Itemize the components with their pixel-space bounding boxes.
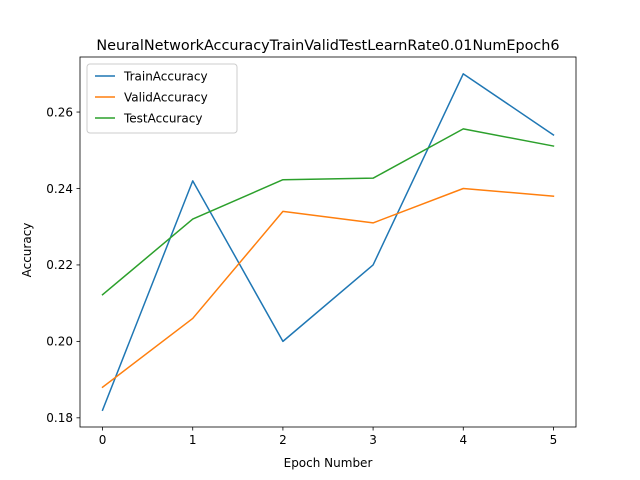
plot-area: [79, 56, 577, 428]
series-line-testaccuracy: [101, 128, 555, 296]
legend: TrainAccuracy ValidAccuracy TestAccuracy: [86, 63, 238, 134]
x-axis-label: Epoch Number: [284, 456, 373, 470]
x-tick-label: 1: [189, 433, 197, 447]
series-line-trainaccuracy: [101, 73, 555, 412]
x-tick-label: 3: [369, 433, 377, 447]
x-tick-label: 5: [550, 433, 558, 447]
y-tick-label: 0.26: [46, 105, 73, 119]
y-axis-label: Accuracy: [20, 223, 34, 278]
axis-ticks: 0 1 2 3 4 5 0.18 0.20 0.22 0.24 0.26: [46, 105, 557, 447]
x-tick-label: 4: [459, 433, 467, 447]
x-tick-label: 0: [99, 433, 107, 447]
series-line-validaccuracy: [101, 187, 555, 389]
y-tick-label: 0.18: [46, 411, 73, 425]
x-tick-label: 2: [279, 433, 287, 447]
y-tick-label: 0.20: [46, 335, 73, 349]
legend-box: [86, 63, 238, 134]
y-tick-label: 0.22: [46, 258, 73, 272]
legend-label-validaccuracy: ValidAccuracy: [124, 90, 208, 104]
legend-label-testaccuracy: TestAccuracy: [123, 111, 202, 125]
y-tick-label: 0.24: [46, 182, 73, 196]
axes-frame: [79, 56, 577, 428]
legend-label-trainaccuracy: TrainAccuracy: [123, 69, 208, 83]
chart-title: NeuralNetworkAccuracyTrainValidTestLearn…: [96, 38, 559, 54]
